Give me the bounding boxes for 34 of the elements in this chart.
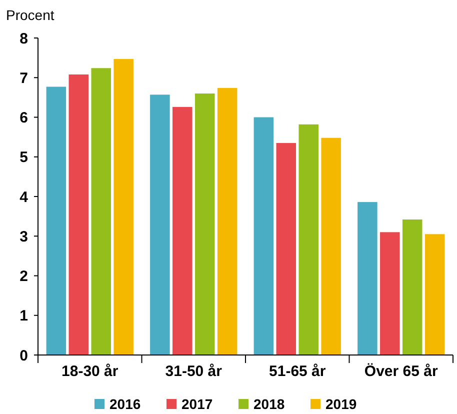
x-tick-label: Över 65 år <box>364 363 438 380</box>
bar <box>114 59 134 355</box>
bar <box>91 68 111 355</box>
x-tick-label: 18-30 år <box>62 363 118 380</box>
y-tick-label: 3 <box>20 228 28 246</box>
bar <box>424 234 445 355</box>
legend-label: 2017 <box>182 396 213 412</box>
y-tick-label: 0 <box>20 347 28 364</box>
y-tick-label: 4 <box>20 188 29 206</box>
y-tick-label: 5 <box>20 149 28 166</box>
bar <box>321 138 341 355</box>
legend-label: 2018 <box>254 396 285 412</box>
y-tick-label: 1 <box>20 308 28 325</box>
y-axis-title: Procent <box>6 7 54 23</box>
x-tick-label: 31-50 år <box>165 363 222 380</box>
bar <box>402 219 422 355</box>
bar <box>150 94 170 355</box>
legend-label: 2016 <box>110 396 141 412</box>
bar <box>68 74 89 355</box>
bar <box>358 202 378 355</box>
bar <box>380 232 400 355</box>
legend-label: 2019 <box>326 396 357 412</box>
bar <box>172 106 192 355</box>
y-tick-label: 8 <box>20 30 28 48</box>
bar <box>276 143 296 355</box>
bar <box>46 86 66 355</box>
bar <box>217 88 238 355</box>
y-tick-label: 2 <box>20 268 28 285</box>
y-tick-label: 6 <box>20 110 28 126</box>
bar <box>194 93 215 355</box>
y-tick-label: 7 <box>20 70 28 87</box>
x-tick-label: 51-65 år <box>269 363 326 380</box>
bar <box>298 124 318 355</box>
bar <box>254 117 274 355</box>
